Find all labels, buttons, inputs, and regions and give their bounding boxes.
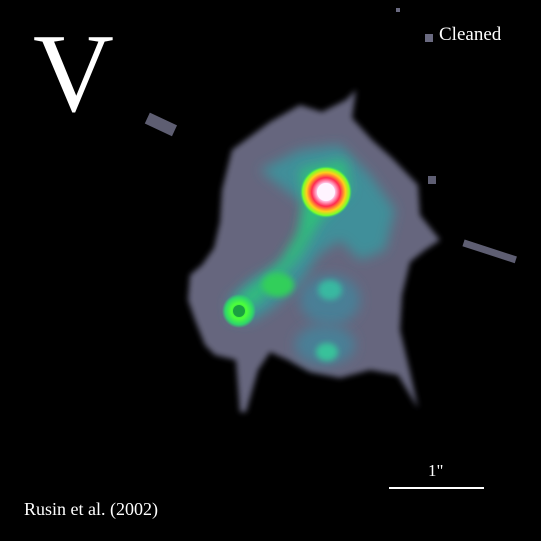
secondary-image [222, 294, 256, 328]
bright-image-core [300, 166, 352, 218]
scale-bar [389, 487, 484, 489]
scale-bar-label: 1" [428, 461, 444, 480]
credit-text: Rusin et al. (2002) [24, 499, 158, 519]
band-letter: V [33, 12, 114, 136]
mode-label: Cleaned [439, 24, 502, 45]
noise-speck [425, 34, 433, 42]
noise-speck [396, 8, 400, 12]
